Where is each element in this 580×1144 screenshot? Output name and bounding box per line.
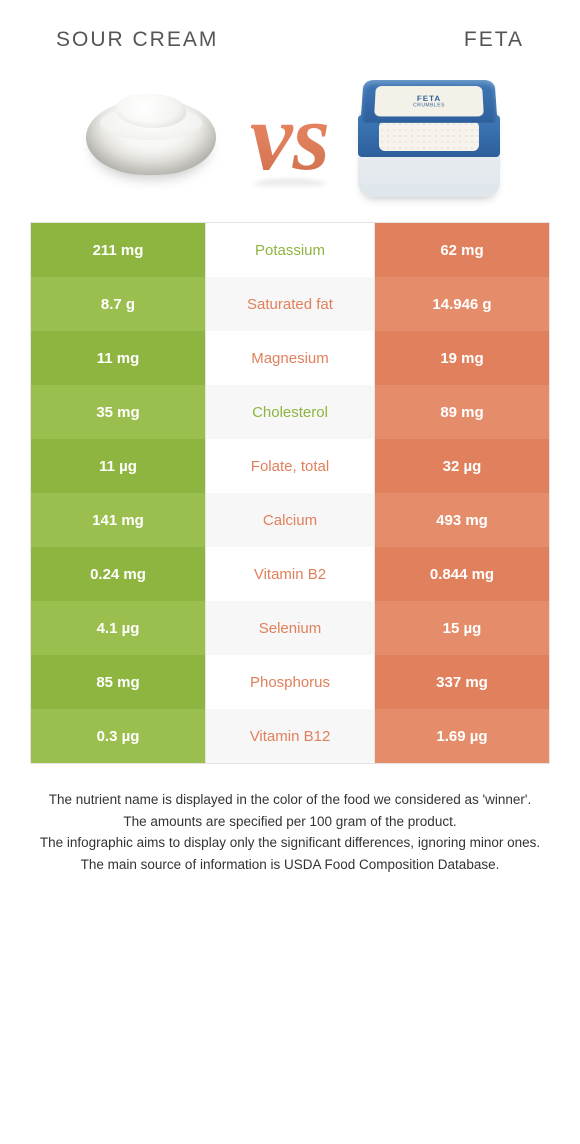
right-value: 14.946 g	[375, 277, 549, 331]
left-value: 0.24 mg	[31, 547, 205, 601]
nutrient-name: Calcium	[205, 493, 375, 547]
vs-label: vs	[250, 89, 330, 185]
nutrient-name: Vitamin B2	[205, 547, 375, 601]
left-value: 8.7 g	[31, 277, 205, 331]
nutrient-name: Selenium	[205, 601, 375, 655]
nutrient-row: 0.3 µgVitamin B121.69 µg	[31, 709, 549, 763]
nutrient-row: 35 mgCholesterol89 mg	[31, 385, 549, 439]
nutrient-name: Folate, total	[205, 439, 375, 493]
feta-image: FETA CRUMBLES	[354, 72, 504, 202]
nutrient-name: Potassium	[205, 223, 375, 277]
left-food-title: SOUR CREAM	[56, 28, 218, 52]
left-value: 4.1 µg	[31, 601, 205, 655]
nutrient-row: 211 mgPotassium62 mg	[31, 223, 549, 277]
right-food-title: FETA	[464, 28, 524, 52]
nutrient-table: 211 mgPotassium62 mg8.7 gSaturated fat14…	[30, 222, 550, 764]
footnote-line: The infographic aims to display only the…	[35, 833, 545, 853]
nutrient-row: 141 mgCalcium493 mg	[31, 493, 549, 547]
nutrient-name: Vitamin B12	[205, 709, 375, 763]
feta-lid-sub: CRUMBLES	[413, 102, 445, 107]
footnotes: The nutrient name is displayed in the co…	[35, 790, 545, 916]
nutrient-row: 85 mgPhosphorus337 mg	[31, 655, 549, 709]
right-value: 0.844 mg	[375, 547, 549, 601]
nutrient-row: 4.1 µgSelenium15 µg	[31, 601, 549, 655]
nutrient-name: Phosphorus	[205, 655, 375, 709]
sour-cream-image	[76, 72, 226, 202]
nutrient-name: Magnesium	[205, 331, 375, 385]
nutrient-row: 11 µgFolate, total32 µg	[31, 439, 549, 493]
left-value: 11 µg	[31, 439, 205, 493]
footnote-line: The amounts are specified per 100 gram o…	[35, 812, 545, 832]
footnote-line: The main source of information is USDA F…	[35, 855, 545, 875]
right-value: 337 mg	[375, 655, 549, 709]
left-value: 85 mg	[31, 655, 205, 709]
right-value: 19 mg	[375, 331, 549, 385]
left-value: 0.3 µg	[31, 709, 205, 763]
right-value: 89 mg	[375, 385, 549, 439]
nutrient-row: 8.7 gSaturated fat14.946 g	[31, 277, 549, 331]
right-value: 493 mg	[375, 493, 549, 547]
right-value: 62 mg	[375, 223, 549, 277]
right-value: 1.69 µg	[375, 709, 549, 763]
left-value: 35 mg	[31, 385, 205, 439]
left-value: 211 mg	[31, 223, 205, 277]
nutrient-name: Saturated fat	[205, 277, 375, 331]
nutrient-name: Cholesterol	[205, 385, 375, 439]
hero: vs FETA CRUMBLES	[0, 60, 580, 222]
nutrient-row: 11 mgMagnesium19 mg	[31, 331, 549, 385]
nutrient-row: 0.24 mgVitamin B20.844 mg	[31, 547, 549, 601]
feta-lid-text: FETA	[417, 94, 441, 102]
left-value: 141 mg	[31, 493, 205, 547]
footnote-line: The nutrient name is displayed in the co…	[35, 790, 545, 810]
left-value: 11 mg	[31, 331, 205, 385]
header: SOUR CREAM FETA	[0, 0, 580, 60]
right-value: 32 µg	[375, 439, 549, 493]
right-value: 15 µg	[375, 601, 549, 655]
